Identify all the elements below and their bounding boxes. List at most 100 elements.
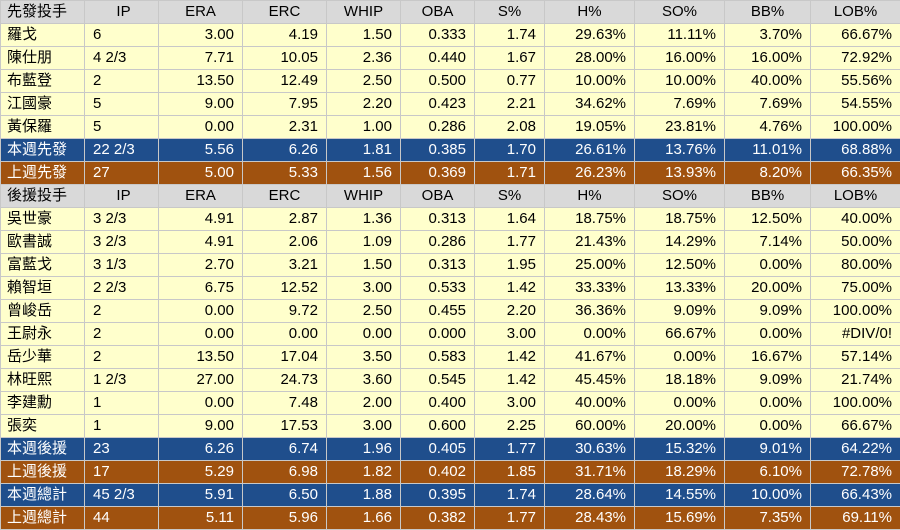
- stat-erc: 17.04: [242, 345, 327, 369]
- player-name: 岳少華: [0, 345, 85, 369]
- column-header-whip: WHIP: [326, 0, 401, 24]
- stat-s-pct: 1.67: [474, 46, 545, 70]
- stat-erc: 9.72: [242, 299, 327, 323]
- this-week-total-row: 本週先發 22 2/3 5.56 6.26 1.81 0.385 1.70 26.61% 13.…: [0, 138, 900, 162]
- stat-h-pct: 10.00%: [544, 69, 635, 93]
- stat-erc: 7.95: [242, 92, 327, 116]
- stat-bb-pct: 0.00%: [724, 414, 811, 438]
- stat-ip: 2: [84, 322, 159, 346]
- stat-s-pct: 2.21: [474, 92, 545, 116]
- total-ip: 17: [84, 460, 159, 484]
- stat-era: 9.00: [158, 414, 243, 438]
- stat-so-pct: 18.75%: [634, 207, 725, 231]
- stat-so-pct: 9.09%: [634, 299, 725, 323]
- stat-oba: 0.286: [400, 115, 475, 139]
- player-row: 布藍登 2 13.50 12.49 2.50 0.500 0.77 10.00% 10.00% 4…: [0, 69, 900, 93]
- stat-erc: 12.52: [242, 276, 327, 300]
- stat-oba: 0.500: [400, 69, 475, 93]
- column-header-erc: ERC: [242, 184, 327, 208]
- player-row: 陳仕朋 4 2/3 7.71 10.05 2.36 0.440 1.67 28.00% 16.0…: [0, 46, 900, 70]
- total-ip: 23: [84, 437, 159, 461]
- stat-era: 13.50: [158, 345, 243, 369]
- stat-s-pct: 2.20: [474, 299, 545, 323]
- stat-whip: 3.00: [326, 276, 401, 300]
- total-h-pct: 26.23%: [544, 161, 635, 185]
- stat-oba: 0.583: [400, 345, 475, 369]
- stat-lob-pct: 57.14%: [810, 345, 900, 369]
- stat-oba: 0.533: [400, 276, 475, 300]
- stat-so-pct: 16.00%: [634, 46, 725, 70]
- column-header-lob-pct: LOB%: [810, 0, 900, 24]
- total-era: 6.26: [158, 437, 243, 461]
- section-title: 先發投手: [0, 0, 85, 24]
- stat-lob-pct: 66.67%: [810, 23, 900, 47]
- stat-lob-pct: 72.92%: [810, 46, 900, 70]
- column-header-s-pct: S%: [474, 184, 545, 208]
- column-header-oba: OBA: [400, 0, 475, 24]
- total-whip: 1.66: [326, 506, 401, 530]
- total-s-pct: 1.74: [474, 483, 545, 507]
- total-erc: 5.33: [242, 161, 327, 185]
- total-oba: 0.369: [400, 161, 475, 185]
- stat-h-pct: 25.00%: [544, 253, 635, 277]
- total-bb-pct: 10.00%: [724, 483, 811, 507]
- stat-bb-pct: 0.00%: [724, 391, 811, 415]
- section-header-row: 先發投手 IP ERA ERC WHIP OBA S% H% SO% BB% LOB%: [0, 0, 900, 24]
- player-name: 富藍戈: [0, 253, 85, 277]
- stat-whip: 2.50: [326, 69, 401, 93]
- total-era: 5.29: [158, 460, 243, 484]
- total-label: 本週後援: [0, 437, 85, 461]
- stat-ip: 3 2/3: [84, 230, 159, 254]
- player-name: 李建勳: [0, 391, 85, 415]
- stat-h-pct: 29.63%: [544, 23, 635, 47]
- stat-erc: 2.87: [242, 207, 327, 231]
- stat-s-pct: 2.08: [474, 115, 545, 139]
- stat-era: 13.50: [158, 69, 243, 93]
- total-s-pct: 1.85: [474, 460, 545, 484]
- stat-bb-pct: 7.14%: [724, 230, 811, 254]
- column-header-era: ERA: [158, 184, 243, 208]
- stat-s-pct: 3.00: [474, 322, 545, 346]
- total-label: 上週總計: [0, 506, 85, 530]
- total-whip: 1.56: [326, 161, 401, 185]
- total-era: 5.56: [158, 138, 243, 162]
- total-so-pct: 15.32%: [634, 437, 725, 461]
- stat-lob-pct: #DIV/0!: [810, 322, 900, 346]
- total-era: 5.91: [158, 483, 243, 507]
- total-h-pct: 28.43%: [544, 506, 635, 530]
- total-bb-pct: 9.01%: [724, 437, 811, 461]
- stat-oba: 0.423: [400, 92, 475, 116]
- total-oba: 0.405: [400, 437, 475, 461]
- stat-lob-pct: 21.74%: [810, 368, 900, 392]
- total-h-pct: 26.61%: [544, 138, 635, 162]
- player-row: 賴智垣 2 2/3 6.75 12.52 3.00 0.533 1.42 33.33% 13.3…: [0, 276, 900, 300]
- total-lob-pct: 66.43%: [810, 483, 900, 507]
- total-whip: 1.81: [326, 138, 401, 162]
- player-row: 黃保羅 5 0.00 2.31 1.00 0.286 2.08 19.05% 23.81% 4.7…: [0, 115, 900, 139]
- stat-whip: 3.50: [326, 345, 401, 369]
- stat-lob-pct: 80.00%: [810, 253, 900, 277]
- stat-bb-pct: 3.70%: [724, 23, 811, 47]
- column-header-oba: OBA: [400, 184, 475, 208]
- stat-bb-pct: 9.09%: [724, 368, 811, 392]
- stat-h-pct: 60.00%: [544, 414, 635, 438]
- stat-h-pct: 34.62%: [544, 92, 635, 116]
- stat-era: 6.75: [158, 276, 243, 300]
- total-so-pct: 14.55%: [634, 483, 725, 507]
- total-ip: 45 2/3: [84, 483, 159, 507]
- total-ip: 27: [84, 161, 159, 185]
- stat-oba: 0.313: [400, 253, 475, 277]
- stat-h-pct: 0.00%: [544, 322, 635, 346]
- stat-s-pct: 1.95: [474, 253, 545, 277]
- stat-bb-pct: 16.00%: [724, 46, 811, 70]
- stat-erc: 4.19: [242, 23, 327, 47]
- column-header-bb-pct: BB%: [724, 0, 811, 24]
- total-era: 5.00: [158, 161, 243, 185]
- stat-h-pct: 18.75%: [544, 207, 635, 231]
- player-row: 富藍戈 3 1/3 2.70 3.21 1.50 0.313 1.95 25.00% 12.50…: [0, 253, 900, 277]
- stat-whip: 2.20: [326, 92, 401, 116]
- total-bb-pct: 8.20%: [724, 161, 811, 185]
- stat-oba: 0.333: [400, 23, 475, 47]
- column-header-so-pct: SO%: [634, 184, 725, 208]
